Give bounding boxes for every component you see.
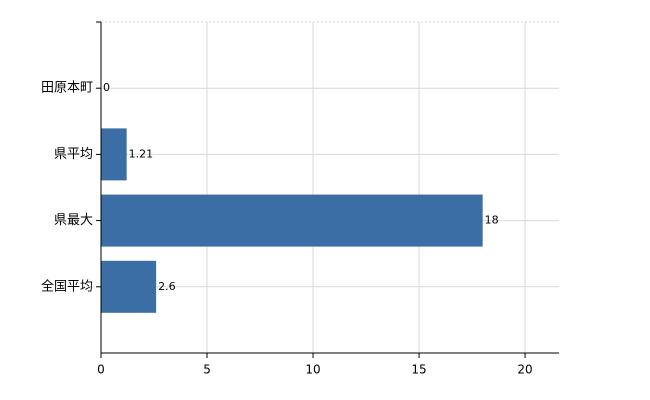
x-tick-label: 15 <box>411 363 426 377</box>
y-tick-label: 県最大 <box>54 213 93 228</box>
x-tick-label: 0 <box>97 363 105 377</box>
bar <box>101 194 483 247</box>
bar <box>101 260 157 313</box>
value-label: 2.6 <box>158 280 176 293</box>
y-tick-label: 全国平均 <box>41 278 93 294</box>
value-label: 18 <box>485 214 499 227</box>
value-label: 1.21 <box>129 147 154 160</box>
value-label: 0 <box>103 81 110 94</box>
y-tick-label: 県平均 <box>54 147 93 162</box>
x-tick-label: 10 <box>305 363 320 377</box>
y-tick-label: 田原本町 <box>41 81 93 96</box>
x-tick-label: 5 <box>203 363 211 377</box>
x-tick-label: 20 <box>517 363 532 377</box>
bar <box>101 128 127 181</box>
